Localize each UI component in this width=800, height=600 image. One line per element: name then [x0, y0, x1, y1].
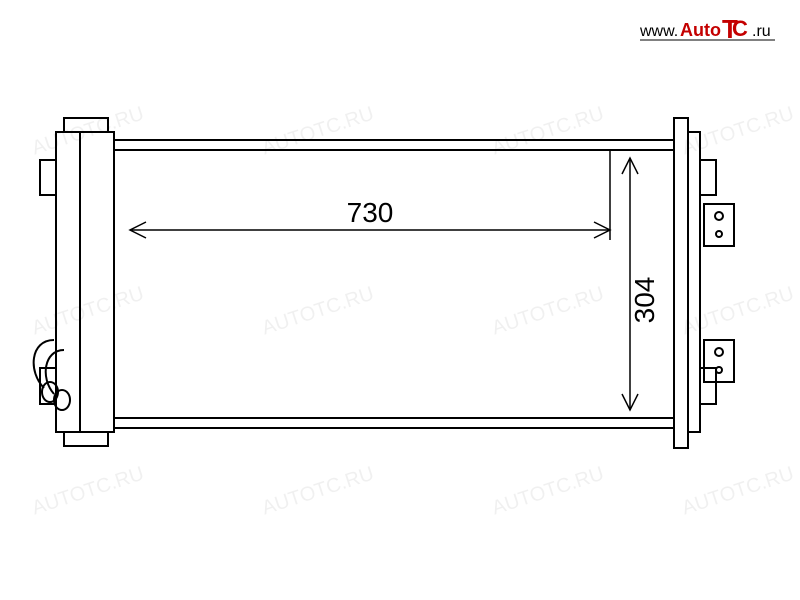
- dim-width-label: 730: [347, 197, 394, 228]
- radiator-diagram: 730 304: [0, 0, 800, 600]
- dim-height-label: 304: [629, 277, 660, 324]
